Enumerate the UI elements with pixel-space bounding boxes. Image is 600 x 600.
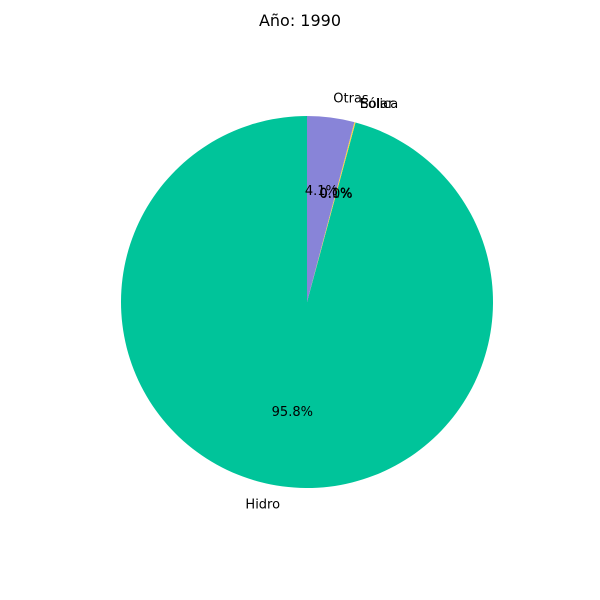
pct-label-solar: 0.0% <box>320 187 353 202</box>
pie-slices <box>120 116 494 488</box>
pie-slice-hidro <box>120 116 494 488</box>
slice-label-hidro: Hidro <box>245 497 280 512</box>
pct-label-otras: 4.1% <box>305 184 338 199</box>
pie-labels: Hidro 95.8% Solar 0.0% Eólica 0.1% Otras 4.1% <box>245 92 398 513</box>
pct-label-hidro: 95.8% <box>272 405 313 420</box>
chart-title: Año: 1990 <box>259 11 341 30</box>
slice-label-otras: Otras <box>333 92 369 107</box>
pct-label-eolica: 0.1% <box>319 187 352 202</box>
slice-label-solar: Solar <box>360 97 394 112</box>
pie-slice-otras <box>307 116 355 302</box>
pie-slice-eolica <box>307 122 356 302</box>
slice-label-eolica: Eólica <box>360 97 399 112</box>
